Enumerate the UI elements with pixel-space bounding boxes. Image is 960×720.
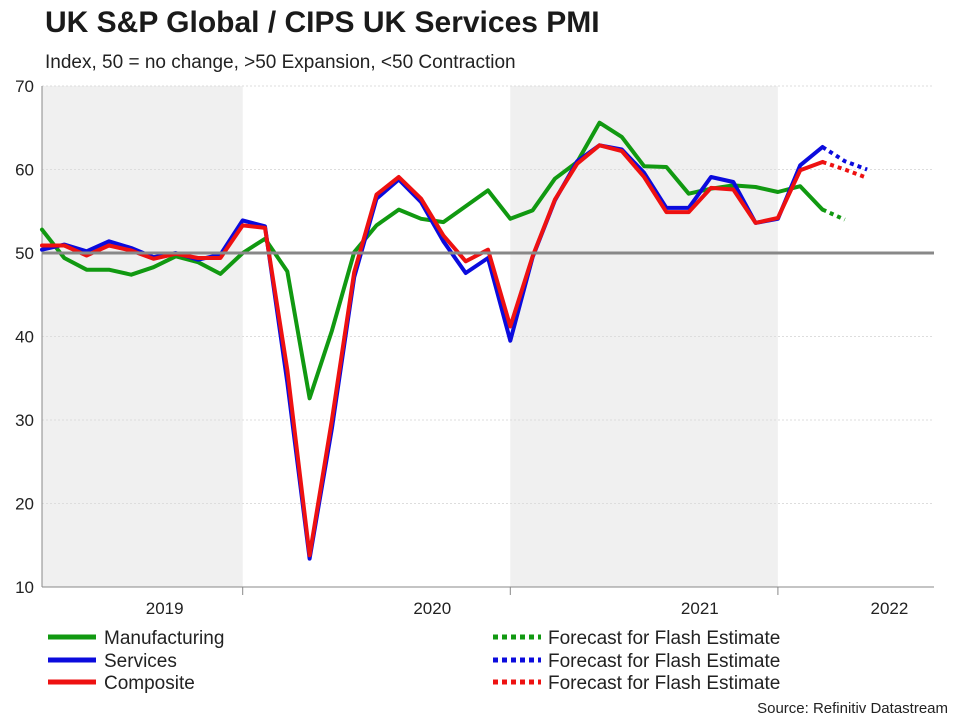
x-tick-label: 2019: [146, 599, 184, 618]
composite-series-line: [40, 143, 825, 558]
legend-label: Services: [104, 651, 177, 672]
chart-title: UK S&P Global / CIPS UK Services PMI: [45, 6, 600, 39]
services-forecast-line: [821, 145, 868, 172]
source-note: Source: Refinitiv Datastream: [757, 700, 948, 717]
manufacturing-forecast-line: [821, 207, 846, 222]
legend-label: Forecast for Flash Estimate: [548, 673, 780, 694]
y-tick-label: 50: [15, 244, 34, 263]
y-tick-label: 20: [15, 495, 34, 514]
chart-subtitle: Index, 50 = no change, >50 Expansion, <5…: [45, 52, 516, 73]
y-tick-label: 30: [15, 411, 34, 430]
y-tick-label: 60: [15, 161, 34, 180]
legend-label: Forecast for Flash Estimate: [548, 628, 780, 649]
x-tick-label: 2022: [870, 599, 908, 618]
legend-label: Composite: [104, 673, 195, 694]
x-tick-label: 2020: [413, 599, 451, 618]
composite-forecast-line: [821, 160, 868, 180]
legend-label: Manufacturing: [104, 628, 224, 649]
y-tick-label: 70: [15, 77, 34, 96]
y-tick-label: 40: [15, 328, 34, 347]
y-tick-label: 10: [15, 578, 34, 597]
legend-label: Forecast for Flash Estimate: [548, 651, 780, 672]
x-tick-label: 2021: [681, 599, 719, 618]
